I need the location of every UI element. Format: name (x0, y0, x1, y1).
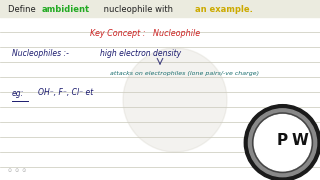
Circle shape (248, 109, 317, 177)
Text: Nucleophiles :-: Nucleophiles :- (12, 48, 69, 57)
Text: Key Concept :   Nucleophile: Key Concept : Nucleophile (90, 28, 200, 37)
Circle shape (244, 105, 320, 180)
Text: nucleophile with: nucleophile with (101, 4, 176, 14)
Text: an example.: an example. (195, 4, 253, 14)
Text: attacks on electrophiles (lone pairs/-ve charge): attacks on electrophiles (lone pairs/-ve… (110, 71, 259, 75)
Circle shape (123, 48, 227, 152)
Bar (0, 0, 320, 17)
Text: eg:: eg: (12, 89, 24, 98)
Text: ambidient: ambidient (42, 4, 90, 14)
Text: Define: Define (8, 4, 38, 14)
Text: W: W (292, 133, 308, 148)
Circle shape (254, 115, 311, 171)
Text: high electron density: high electron density (100, 48, 181, 57)
Text: ⊙  ⊙  ⊙: ⊙ ⊙ ⊙ (8, 168, 26, 172)
Text: P: P (277, 133, 288, 148)
Text: OH⁻, F⁻, Cl⁻ et: OH⁻, F⁻, Cl⁻ et (38, 89, 93, 98)
